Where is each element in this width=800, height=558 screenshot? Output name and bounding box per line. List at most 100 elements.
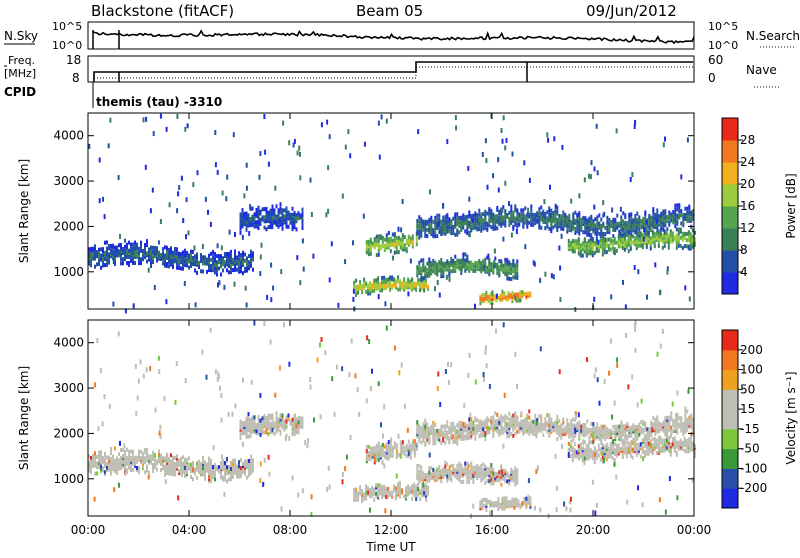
velocity-cell	[240, 420, 242, 424]
velocity-cell	[242, 421, 244, 425]
velocity-cell	[658, 443, 660, 447]
power-cell	[186, 251, 188, 255]
power-cell	[622, 280, 624, 285]
velocity-cell	[434, 423, 436, 427]
power-cell	[656, 213, 658, 217]
power-cell	[643, 237, 645, 242]
power-cell	[642, 233, 644, 237]
power-cell	[424, 220, 426, 224]
velocity-cell	[388, 440, 390, 444]
power-cell	[242, 251, 244, 255]
velocity-cell	[90, 456, 92, 460]
velocity-cell	[474, 416, 476, 420]
velocity-cell	[660, 437, 662, 441]
velocity-cell	[454, 436, 456, 440]
power-cell	[574, 211, 576, 215]
power-cell	[486, 266, 488, 270]
power-cell	[485, 295, 487, 299]
velocity-cell	[208, 461, 210, 465]
velocity-cell	[529, 501, 531, 505]
power-cell	[462, 213, 464, 217]
power-cell	[591, 160, 593, 165]
power-cell	[282, 219, 284, 223]
power-cell	[188, 230, 190, 235]
power-cell	[246, 260, 248, 264]
power-cell	[680, 221, 682, 225]
velocity-cell	[104, 452, 106, 456]
power-cell	[455, 125, 457, 130]
power-cell	[466, 227, 468, 231]
velocity-cell	[614, 425, 616, 429]
power-cell	[603, 212, 605, 217]
velocity-cell	[586, 419, 588, 423]
velocity-cell	[407, 484, 409, 488]
velocity-cell	[484, 437, 486, 441]
velocity-cell	[608, 447, 610, 451]
power-cell	[243, 193, 245, 198]
velocity-cell	[506, 422, 508, 426]
velocity-cell	[660, 447, 662, 451]
velocity-cell	[636, 435, 638, 439]
power-cell	[600, 218, 602, 222]
velocity-cell	[96, 461, 98, 465]
power-cell	[232, 258, 234, 262]
power-cell	[511, 295, 513, 299]
velocity-cell	[112, 455, 114, 459]
velocity-cell	[588, 446, 590, 450]
power-cell	[302, 208, 304, 212]
power-cell	[416, 219, 418, 223]
velocity-cell	[598, 444, 600, 448]
power-cell	[196, 253, 198, 257]
power-cell	[207, 210, 209, 215]
velocity-cell	[108, 468, 110, 472]
power-cell	[160, 114, 162, 119]
power-cell	[276, 204, 278, 208]
power-cell	[613, 249, 615, 254]
power-cell	[668, 211, 670, 215]
power-cell	[492, 173, 494, 178]
velocity-cell	[357, 492, 359, 496]
power-cell	[658, 214, 660, 218]
power-cell	[632, 234, 634, 238]
velocity-cell	[518, 422, 520, 426]
power-cell	[252, 223, 254, 227]
velocity-cell	[684, 418, 686, 422]
power-cell	[482, 226, 484, 230]
velocity-cell	[138, 450, 140, 454]
power-cell	[118, 175, 120, 180]
power-cell	[134, 241, 136, 245]
velocity-cell	[404, 446, 406, 450]
velocity-cell	[427, 486, 429, 490]
power-cell	[616, 128, 618, 133]
power-cell	[480, 261, 482, 265]
velocity-cell	[592, 454, 594, 458]
power-cell	[292, 213, 294, 217]
velocity-cell	[396, 449, 398, 453]
power-cell	[454, 261, 456, 265]
power-cell	[223, 285, 225, 290]
power-cell	[302, 238, 304, 243]
velocity-cell	[525, 497, 527, 501]
power-cell	[490, 262, 492, 266]
power-cell	[612, 218, 614, 222]
power-cell	[268, 225, 270, 229]
power-cell	[393, 277, 395, 281]
velocity-cell	[130, 450, 132, 454]
velocity-cell	[652, 422, 654, 426]
power-cell	[485, 291, 487, 295]
velocity-cell	[192, 461, 194, 465]
power-cell	[452, 259, 454, 263]
power-cell	[422, 258, 424, 262]
power-cell	[415, 282, 417, 286]
power-cell	[326, 120, 328, 125]
power-cell	[177, 191, 179, 196]
velocity-cell	[508, 422, 510, 426]
power-cell	[574, 243, 576, 247]
power-cell	[574, 227, 576, 231]
power-cell	[425, 278, 427, 282]
velocity-cell	[160, 454, 162, 458]
power-cell	[594, 223, 596, 227]
power-cell	[460, 259, 462, 263]
velocity-cell	[564, 432, 566, 436]
power-cell	[391, 275, 393, 279]
